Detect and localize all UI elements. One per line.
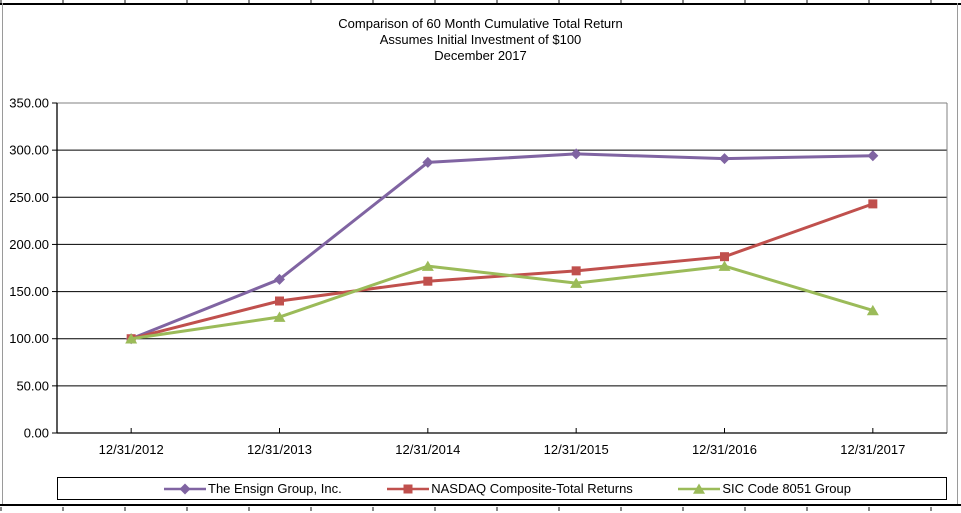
data-point-triangle-icon	[866, 304, 879, 316]
y-axis-label: 0.00	[24, 426, 49, 441]
chart-title-line3: December 2017	[434, 48, 527, 63]
data-point-triangle-icon	[718, 260, 731, 271]
data-point-diamond-icon	[274, 273, 285, 285]
y-axis-label: 150.00	[9, 284, 49, 299]
y-axis-label: 50.00	[16, 378, 49, 393]
legend-marker-triangle-icon	[678, 483, 721, 494]
page-border-left	[2, 3, 3, 506]
chart-title-line2: Assumes Initial Investment of $100	[379, 32, 582, 47]
y-axis-label: 100.00	[9, 331, 49, 346]
chart-legend: The Ensign Group, Inc. NASDAQ Composite-T…	[57, 477, 947, 500]
page-border-top	[0, 3, 961, 5]
chart-title: Comparison of 60 Month Cumulative Total …	[0, 16, 961, 64]
legend-label: The Ensign Group, Inc.	[208, 481, 342, 496]
legend-label: SIC Code 8051 Group	[722, 481, 851, 496]
page-ticks-bottom	[0, 507, 961, 511]
x-axis-label: 12/31/2013	[247, 442, 312, 457]
series-line-diamond	[129, 152, 875, 341]
data-point-square-icon	[720, 252, 729, 262]
page-border-bottom	[0, 504, 961, 506]
y-axis-label: 300.00	[9, 143, 49, 158]
legend-item: NASDAQ Composite-Total Returns	[386, 481, 633, 496]
data-point-triangle-icon	[570, 277, 583, 288]
series-line-square	[129, 202, 875, 341]
x-axis-label: 12/31/2014	[395, 442, 460, 457]
data-point-square-icon	[423, 276, 433, 286]
y-axis-label: 250.00	[9, 190, 49, 205]
page-ticks-top	[0, 0, 961, 3]
legend-item: The Ensign Group, Inc.	[163, 481, 342, 496]
data-point-square-icon	[275, 296, 284, 306]
legend-label: NASDAQ Composite-Total Returns	[431, 481, 633, 496]
data-point-triangle-icon	[421, 260, 434, 271]
legend-item: SIC Code 8051 Group	[677, 481, 851, 496]
y-axis-label: 350.00	[9, 96, 49, 111]
x-axis-label: 12/31/2017	[840, 442, 905, 457]
data-point-square-icon	[868, 199, 878, 209]
legend-marker-diamond-icon	[164, 483, 206, 494]
data-point-diamond-icon	[867, 150, 879, 162]
page-border-right	[957, 3, 958, 506]
data-point-diamond-icon	[422, 156, 434, 168]
x-axis-label: 12/31/2015	[544, 442, 609, 457]
legend-marker-square-icon	[387, 484, 430, 493]
data-point-diamond-icon	[719, 153, 730, 165]
y-axis-label: 200.00	[9, 237, 49, 252]
series-line-triangle	[129, 264, 875, 341]
data-point-square-icon	[571, 266, 581, 276]
data-point-triangle-icon	[273, 311, 286, 322]
x-axis-label: 12/31/2016	[692, 442, 757, 457]
chart-title-line1: Comparison of 60 Month Cumulative Total …	[338, 16, 623, 31]
data-point-diamond-icon	[570, 148, 582, 160]
data-point-triangle-icon	[125, 333, 138, 344]
x-axis-label: 12/31/2012	[99, 442, 164, 457]
